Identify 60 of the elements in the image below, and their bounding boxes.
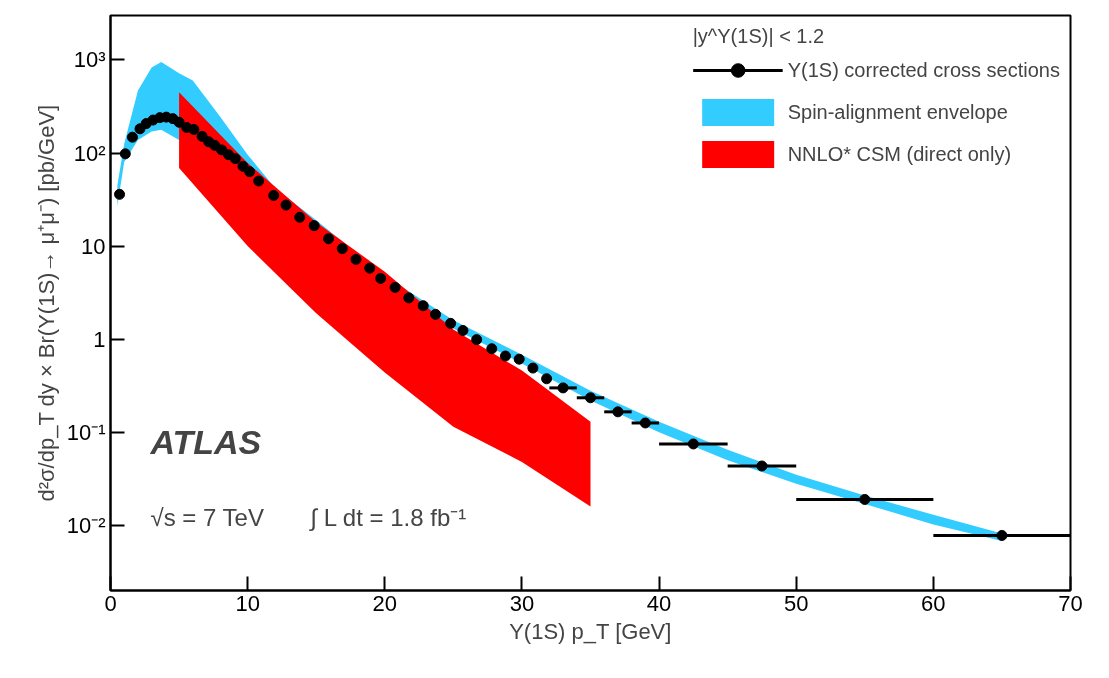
point xyxy=(486,343,498,355)
point xyxy=(268,189,280,201)
point xyxy=(859,493,871,505)
y-axis-title: d²σ/dp_T dy × Br(Υ(1S)→ μ⁺μ⁻) [pb/GeV] xyxy=(33,104,59,502)
point xyxy=(527,362,539,374)
x-tick-label: 50 xyxy=(783,590,809,616)
point xyxy=(126,131,138,143)
point xyxy=(430,308,442,320)
x-tick-label: 30 xyxy=(509,590,535,616)
point xyxy=(323,233,335,245)
legend-label: NNLO* CSM (direct only) xyxy=(787,142,1012,166)
point xyxy=(188,123,200,135)
legend-label: Spin-alignment envelope xyxy=(787,100,1008,124)
y-tick-label: 10² xyxy=(73,140,106,166)
point xyxy=(173,116,185,128)
y-tick-label: 1 xyxy=(93,326,106,352)
x-tick-label: 40 xyxy=(646,590,672,616)
x-tick-label: 0 xyxy=(104,590,117,616)
y-tick-label: 10³ xyxy=(73,47,106,73)
point xyxy=(585,392,596,404)
point xyxy=(499,350,511,362)
point xyxy=(253,175,265,187)
point xyxy=(445,317,457,329)
x-axis-title: Υ(1S) p_T [GeV] xyxy=(509,618,672,644)
point xyxy=(417,300,429,312)
point xyxy=(541,373,553,385)
point xyxy=(364,262,376,274)
x-tick-label: 70 xyxy=(1058,590,1083,616)
point xyxy=(244,166,256,178)
y-tick-label: 10⁻² xyxy=(66,512,106,538)
point xyxy=(294,211,306,223)
point xyxy=(513,353,525,365)
point xyxy=(375,272,387,284)
x-tick-label: 10 xyxy=(235,590,260,616)
annotation: ATLAS xyxy=(149,422,262,461)
point xyxy=(687,438,699,450)
point xyxy=(389,281,401,293)
point xyxy=(280,199,292,211)
point xyxy=(114,188,126,200)
point xyxy=(639,417,651,429)
point xyxy=(119,148,131,160)
point xyxy=(403,292,415,304)
point xyxy=(336,243,348,255)
annotation: √s = 7 TeV xyxy=(150,503,264,531)
y-tick-label: 10⁻¹ xyxy=(66,419,106,445)
point xyxy=(457,325,469,337)
point xyxy=(756,460,768,472)
point xyxy=(557,382,569,394)
x-tick-label: 60 xyxy=(921,590,946,616)
point xyxy=(471,334,483,346)
point xyxy=(350,253,362,265)
legend-title: |y^Υ(1S)| < 1.2 xyxy=(692,25,826,48)
point xyxy=(996,529,1008,541)
point xyxy=(229,153,241,165)
legend-label: Υ(1S) corrected cross sections xyxy=(787,58,1060,82)
point xyxy=(308,220,320,232)
point xyxy=(612,406,624,418)
annotation: ∫ L dt = 1.8 fb⁻¹ xyxy=(308,503,467,532)
x-tick-label: 20 xyxy=(372,590,398,616)
y-tick-label: 10 xyxy=(81,233,106,259)
